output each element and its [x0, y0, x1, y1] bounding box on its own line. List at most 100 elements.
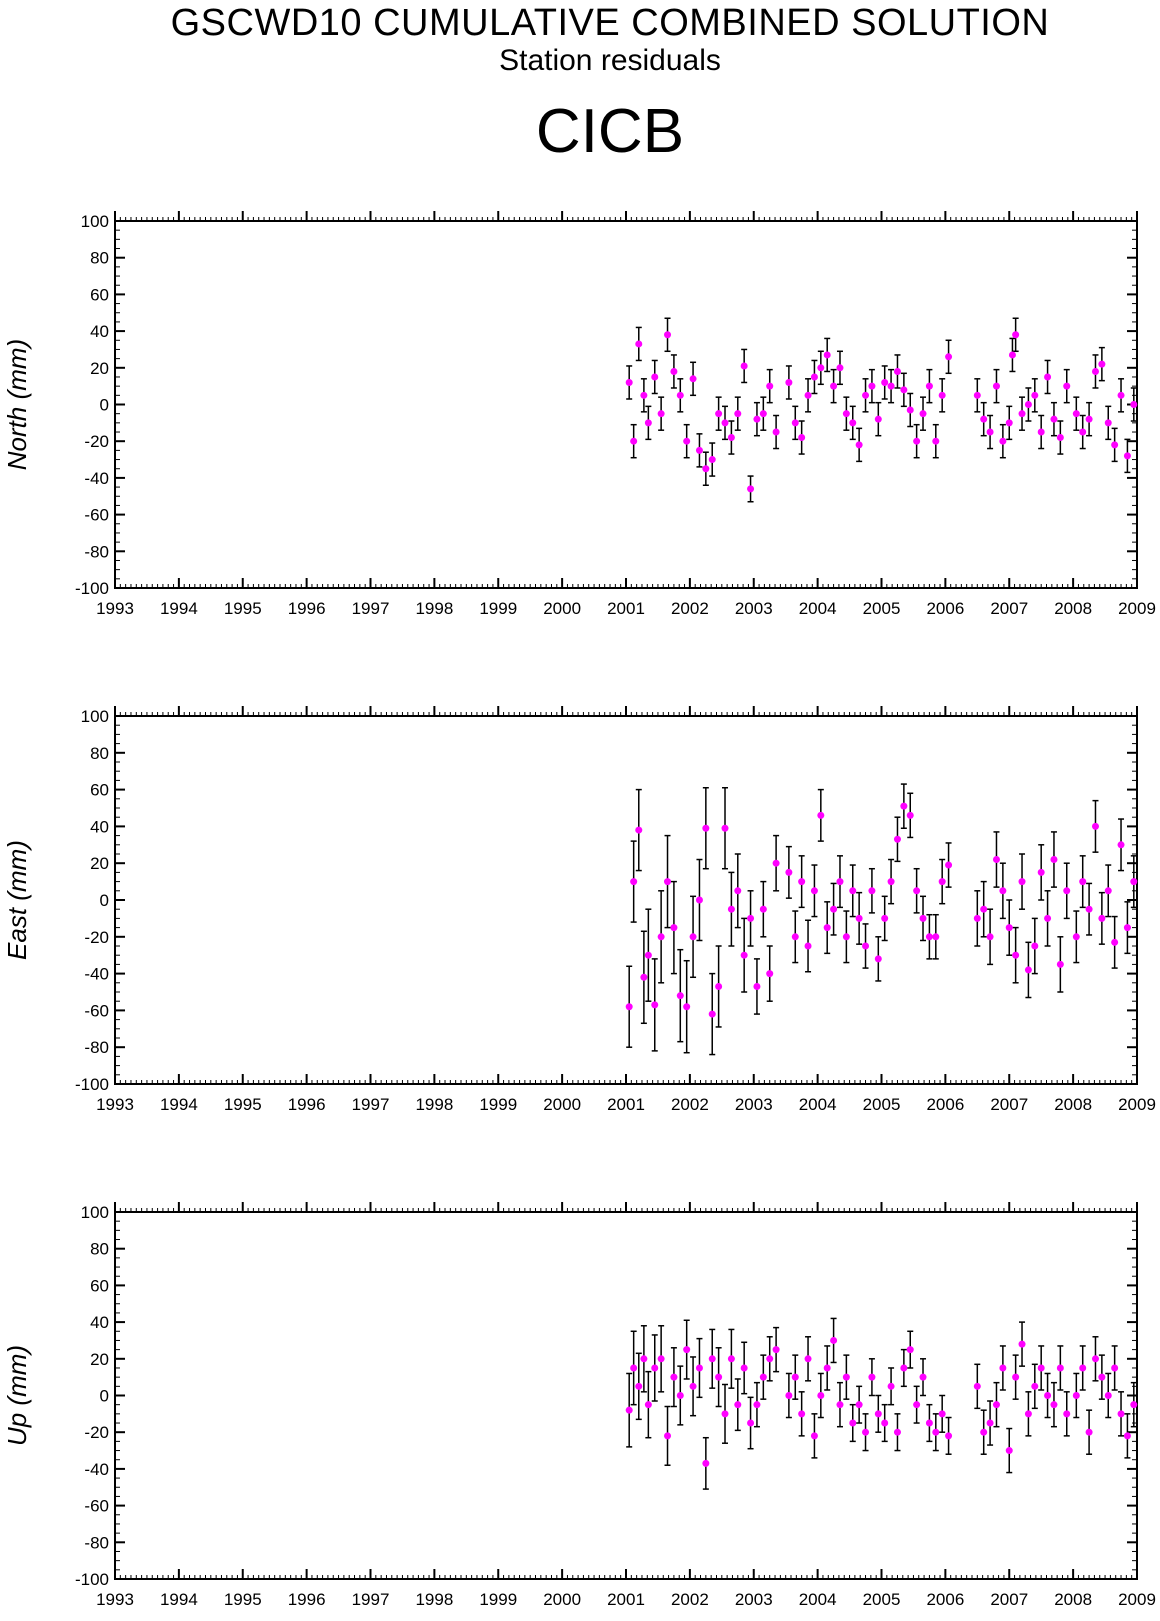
- up-data-point: [753, 1401, 761, 1409]
- north-data-point: [676, 391, 684, 399]
- up-data-point: [657, 1355, 665, 1363]
- east-data-point: [644, 951, 652, 959]
- up-data-point: [1098, 1373, 1106, 1381]
- north-data-point: [1005, 419, 1013, 427]
- up-data-point: [992, 1401, 1000, 1409]
- north-data-point: [1050, 415, 1058, 423]
- east-data-point: [640, 973, 648, 981]
- east-x-tick-label: 1993: [96, 1095, 134, 1114]
- north-data-point: [980, 415, 988, 423]
- up-data-point: [683, 1346, 691, 1354]
- north-data-point: [1031, 391, 1039, 399]
- east-data-point: [798, 878, 806, 886]
- north-x-tick-label: 2008: [1054, 599, 1092, 618]
- up-data-point: [1031, 1382, 1039, 1390]
- east-data-point: [676, 992, 684, 1000]
- up-x-tick-label: 1994: [160, 1590, 198, 1609]
- north-y-tick-label: 100: [81, 212, 109, 231]
- north-data-point: [836, 364, 844, 372]
- up-data-point: [1123, 1432, 1131, 1440]
- up-data-point: [1117, 1410, 1125, 1418]
- east-y-tick-label: -100: [75, 1075, 109, 1094]
- north-data-point: [740, 362, 748, 370]
- north-data-point: [759, 410, 767, 418]
- east-data-point: [630, 878, 638, 886]
- up-x-tick-label: 2009: [1118, 1590, 1156, 1609]
- up-x-tick-label: 2007: [990, 1590, 1028, 1609]
- north-data-point: [766, 382, 774, 390]
- east-data-point: [657, 933, 665, 941]
- east-x-tick-label: 1997: [352, 1095, 390, 1114]
- up-data-point: [823, 1364, 831, 1372]
- east-data-point: [1018, 878, 1026, 886]
- up-data-point: [906, 1346, 914, 1354]
- east-panel: 1993 1994 1995 1996 1997 1998 1999 2000 2001 2002…: [2, 706, 1156, 1114]
- north-x-tick-label: 2001: [607, 599, 645, 618]
- north-data-point: [785, 378, 793, 386]
- east-data-point: [919, 914, 927, 922]
- east-data-point: [932, 933, 940, 941]
- east-data-point: [689, 933, 697, 941]
- east-data-point: [1130, 878, 1138, 886]
- north-data-point: [992, 382, 1000, 390]
- up-x-tick-label: 1999: [479, 1590, 517, 1609]
- north-data-point: [913, 437, 921, 445]
- up-data-point: [630, 1364, 638, 1372]
- east-data-point: [817, 811, 825, 819]
- east-x-tick-label: 2002: [671, 1095, 709, 1114]
- east-data-point: [842, 933, 850, 941]
- up-series: [625, 1317, 1138, 1490]
- east-data-point: [747, 914, 755, 922]
- up-x-tick-label: 2003: [735, 1590, 773, 1609]
- north-data-point: [651, 373, 659, 381]
- east-y-tick-label: 0: [100, 891, 109, 910]
- north-data-point: [945, 353, 953, 361]
- north-data-point: [1012, 331, 1020, 339]
- up-data-point: [740, 1364, 748, 1372]
- north-data-point: [1018, 410, 1026, 418]
- up-y-tick-label: -20: [84, 1423, 109, 1442]
- north-data-point: [670, 367, 678, 375]
- east-data-point: [945, 861, 953, 869]
- up-x-tick-label: 2006: [926, 1590, 964, 1609]
- east-y-tick-label: -20: [84, 928, 109, 947]
- up-x-tick-label: 1993: [96, 1590, 134, 1609]
- north-x-tick-label: 1998: [415, 599, 453, 618]
- east-data-point: [1063, 887, 1071, 895]
- east-data-point: [823, 924, 831, 932]
- east-data-point: [1056, 960, 1064, 968]
- up-data-point: [1018, 1340, 1026, 1348]
- east-data-point: [900, 802, 908, 810]
- up-data-point: [772, 1346, 780, 1354]
- up-data-point: [1091, 1355, 1099, 1363]
- north-data-point: [893, 367, 901, 375]
- up-data-point: [1037, 1364, 1045, 1372]
- north-data-point: [721, 419, 729, 427]
- up-data-point: [1056, 1364, 1064, 1372]
- up-data-point: [1079, 1364, 1087, 1372]
- east-y-tick-label: 80: [90, 744, 109, 763]
- up-data-point: [855, 1401, 863, 1409]
- up-data-point: [759, 1373, 767, 1381]
- up-plot-frame: [114, 1211, 1138, 1580]
- north-x-tick-label: 2003: [735, 599, 773, 618]
- east-x-tick-label: 1995: [224, 1095, 262, 1114]
- east-data-point: [1111, 938, 1119, 946]
- north-data-point: [849, 419, 857, 427]
- east-data-point: [855, 914, 863, 922]
- north-data-point: [695, 446, 703, 454]
- north-data-point: [887, 382, 895, 390]
- north-data-point: [657, 410, 665, 418]
- up-data-point: [644, 1401, 652, 1409]
- station-name: CICB: [535, 97, 685, 166]
- north-data-point: [1024, 401, 1032, 408]
- up-data-point: [849, 1419, 857, 1427]
- up-x-tick-label: 2000: [543, 1590, 581, 1609]
- north-data-point: [708, 456, 716, 464]
- east-data-point: [766, 970, 774, 978]
- east-data-point: [868, 887, 876, 895]
- east-data-point: [753, 982, 761, 990]
- up-data-point: [810, 1432, 818, 1440]
- up-data-point: [664, 1432, 672, 1440]
